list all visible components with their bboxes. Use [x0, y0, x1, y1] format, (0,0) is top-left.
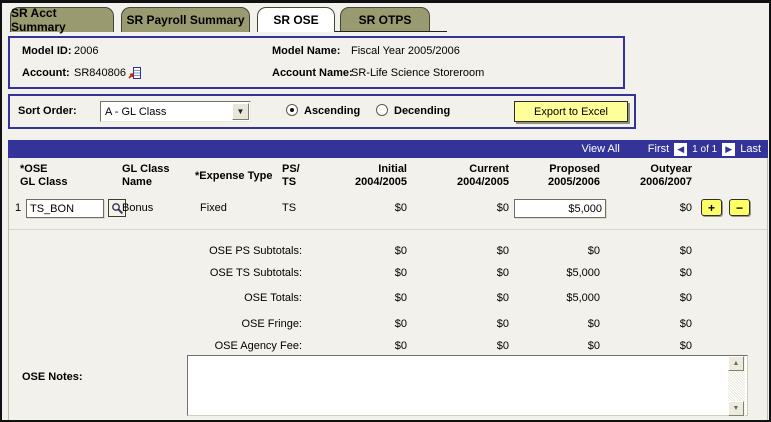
account-label: Account:	[22, 67, 70, 79]
totals-value: $0	[587, 340, 600, 352]
model-header-box: Model ID: 2006 Model Name: Fiscal Year 2…	[8, 36, 625, 89]
tab-label: SR OTPS	[358, 13, 412, 27]
grid-navigation-bar: View All First ◀ 1 of 1 ▶ Last	[8, 140, 768, 158]
tab-sr-payroll-summary[interactable]: SR Payroll Summary	[121, 7, 250, 32]
export-to-excel-button[interactable]: Export to Excel	[514, 101, 628, 122]
ose-notes-textarea[interactable]	[187, 355, 748, 416]
export-to-excel-label: Export to Excel	[534, 105, 608, 118]
model-id-value: 2006	[74, 45, 99, 57]
ose-notes-label: OSE Notes:	[22, 371, 83, 383]
totals-value: $0	[587, 245, 600, 257]
totals-value: $0	[496, 340, 509, 352]
sort-order-select[interactable]: A - GL Class ▼	[100, 101, 251, 122]
ps-ts-cell: TS	[282, 202, 297, 214]
totals-value: $0	[394, 267, 407, 279]
totals-value: $0	[496, 292, 509, 304]
lookup-icon[interactable]	[108, 199, 126, 217]
totals-label: OSE TS Subtotals:	[209, 267, 302, 279]
dropdown-arrow-icon[interactable]: ▼	[232, 103, 249, 120]
scroll-down-icon[interactable]: ▼	[728, 401, 744, 416]
row-counter: 1 of 1	[692, 143, 718, 155]
radio-dot-icon	[376, 104, 388, 116]
gl-class-input[interactable]	[26, 199, 104, 218]
totals-value: $0	[679, 292, 692, 304]
totals-value: $0	[496, 245, 509, 257]
delete-row-button[interactable]: −	[729, 199, 750, 216]
radio-dot-icon	[286, 104, 298, 116]
tab-sr-acct-summary[interactable]: SR Acct Summary	[10, 6, 114, 34]
totals-value: $0	[679, 267, 692, 279]
account-value: SR840806	[74, 67, 126, 79]
add-row-button[interactable]: +	[701, 199, 722, 216]
totals-label: OSE Totals:	[244, 292, 302, 304]
col-header-gl-class-name: GL Class Name	[122, 163, 170, 188]
totals-value: $5,000	[566, 292, 600, 304]
row-number: 1	[15, 202, 22, 214]
col-header-outyear: Outyear 2006/2007	[640, 163, 692, 188]
tab-label: SR Payroll Summary	[126, 13, 245, 27]
descending-radio[interactable]	[376, 104, 388, 117]
tab-sr-otps[interactable]: SR OTPS	[340, 7, 430, 32]
next-row-icon[interactable]: ▶	[722, 142, 736, 156]
account-name-value: SR-Life Science Storeroom	[351, 67, 485, 79]
totals-value: $5,000	[566, 267, 600, 279]
totals-value: $0	[496, 318, 509, 330]
first-link[interactable]: First	[647, 143, 670, 155]
model-name-value: Fiscal Year 2005/2006	[351, 45, 460, 57]
outyear-cell: $0	[679, 202, 692, 214]
tab-label: SR Acct Summary	[11, 6, 66, 34]
totals-value: $0	[679, 340, 692, 352]
col-header-proposed: Proposed 2005/2006	[548, 163, 600, 188]
proposed-amount-input[interactable]	[514, 199, 606, 218]
gl-class-name-cell: Bonus	[122, 202, 154, 214]
tab-strip-underline	[257, 31, 447, 32]
sort-order-label: Sort Order:	[18, 105, 77, 117]
col-header-expense-type: *Expense Type	[195, 170, 273, 182]
tab-label: SR OSE	[273, 13, 319, 27]
totals-label: OSE Agency Fee:	[214, 340, 302, 352]
expense-type-cell: Fixed	[200, 202, 227, 214]
tab-sr-ose[interactable]: SR OSE	[257, 7, 335, 32]
descending-label: Decending	[394, 105, 451, 117]
ascending-label: Ascending	[304, 105, 361, 117]
transfer-icon[interactable]	[128, 66, 142, 80]
previous-row-icon[interactable]: ◀	[674, 142, 688, 156]
col-header-initial: Initial 2004/2005	[355, 163, 407, 188]
totals-value: $0	[679, 318, 692, 330]
model-id-label: Model ID:	[22, 45, 72, 57]
totals-value: $0	[587, 318, 600, 330]
sort-order-selected-value: A - GL Class	[105, 105, 167, 118]
totals-value: $0	[679, 245, 692, 257]
model-name-label: Model Name:	[272, 45, 341, 57]
totals-value: $0	[394, 292, 407, 304]
initial-cell: $0	[394, 202, 407, 214]
totals-value: $0	[394, 245, 407, 257]
notes-scrollbar[interactable]: ▲ ▼	[728, 356, 745, 416]
totals-label: OSE PS Subtotals:	[209, 245, 302, 257]
totals-value: $0	[394, 318, 407, 330]
row-divider	[9, 229, 767, 230]
last-link[interactable]: Last	[740, 143, 761, 155]
current-cell: $0	[496, 202, 509, 214]
totals-value: $0	[394, 340, 407, 352]
totals-label: OSE Fringe:	[241, 318, 302, 330]
account-name-label: Account Name:	[272, 67, 353, 79]
scroll-up-icon[interactable]: ▲	[728, 356, 744, 371]
view-all-link[interactable]: View All	[581, 143, 620, 155]
col-header-ose-gl-class: *OSE GL Class	[20, 163, 68, 188]
totals-value: $0	[496, 267, 509, 279]
ascending-radio[interactable]	[286, 104, 298, 117]
sort-order-box: Sort Order: A - GL Class ▼ Ascending Dec…	[8, 94, 636, 129]
col-header-ps-ts: PS/ TS	[282, 163, 300, 188]
ose-grid: *OSE GL Class GL Class Name *Expense Typ…	[8, 158, 768, 420]
col-header-current: Current 2004/2005	[457, 163, 509, 188]
